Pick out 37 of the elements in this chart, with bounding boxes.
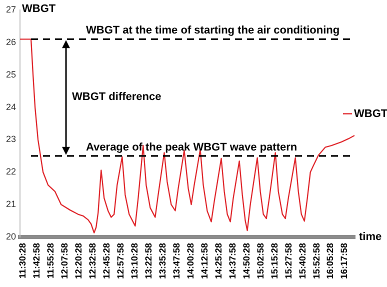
y-tick-label: 21 <box>6 199 16 210</box>
y-tick-label: 27 <box>6 4 16 14</box>
ref-line-label: WBGT at the time of starting the air conditioning <box>86 24 340 37</box>
y-tick-label: 20 <box>6 231 16 242</box>
x-tick-label: 11:30:28 <box>18 242 28 279</box>
x-tick-label: 13:10:28 <box>130 242 140 280</box>
annotation: WBGT difference <box>72 91 162 104</box>
x-tick-label: 15:15:28 <box>269 242 280 280</box>
x-tick-label: 14:25:28 <box>213 242 224 280</box>
x-tick-label: 13:35:28 <box>157 242 168 280</box>
x-tick-label: 14:12:58 <box>199 242 210 280</box>
x-tick-label: 16:17:58 <box>339 242 350 280</box>
y-tick-label: 24 <box>6 102 16 112</box>
x-tick-label: 16:05:28 <box>325 242 336 280</box>
x-tick-label: 12:07:58 <box>60 242 70 280</box>
y-tick-label: 25 <box>6 69 16 80</box>
x-tick-label: 12:20:28 <box>74 242 84 280</box>
x-tick-label: 13:47:58 <box>171 242 182 280</box>
y-axis-title: WBGT <box>22 3 56 16</box>
x-tick-label: 14:50:28 <box>241 242 252 280</box>
x-tick-label: 14:37:58 <box>227 242 238 280</box>
x-tick-label: 14:00:28 <box>185 242 196 280</box>
x-tick-label: 12:45:28 <box>102 242 112 280</box>
y-tick-label: 22 <box>6 166 16 177</box>
x-tick-label: 11:42:58 <box>32 242 42 279</box>
x-tick-label: 11:55:28 <box>46 242 56 279</box>
y-tick-label: 23 <box>6 134 16 144</box>
x-tick-label: 13:22:58 <box>144 242 154 280</box>
y-tick-label: 26 <box>6 36 16 47</box>
x-tick-label: 15:02:58 <box>255 242 266 280</box>
x-tick-label: 15:52:58 <box>311 242 322 280</box>
x-tick-label: 12:32:58 <box>88 242 98 280</box>
x-tick-label: 12:57:58 <box>116 242 126 280</box>
x-axis-title: time <box>359 231 382 244</box>
x-tick-label: 15:27:58 <box>283 242 294 280</box>
ref-line-label: Average of the peak WBGT wave pattern <box>86 141 298 154</box>
x-tick-label: 15:40:28 <box>297 242 308 280</box>
